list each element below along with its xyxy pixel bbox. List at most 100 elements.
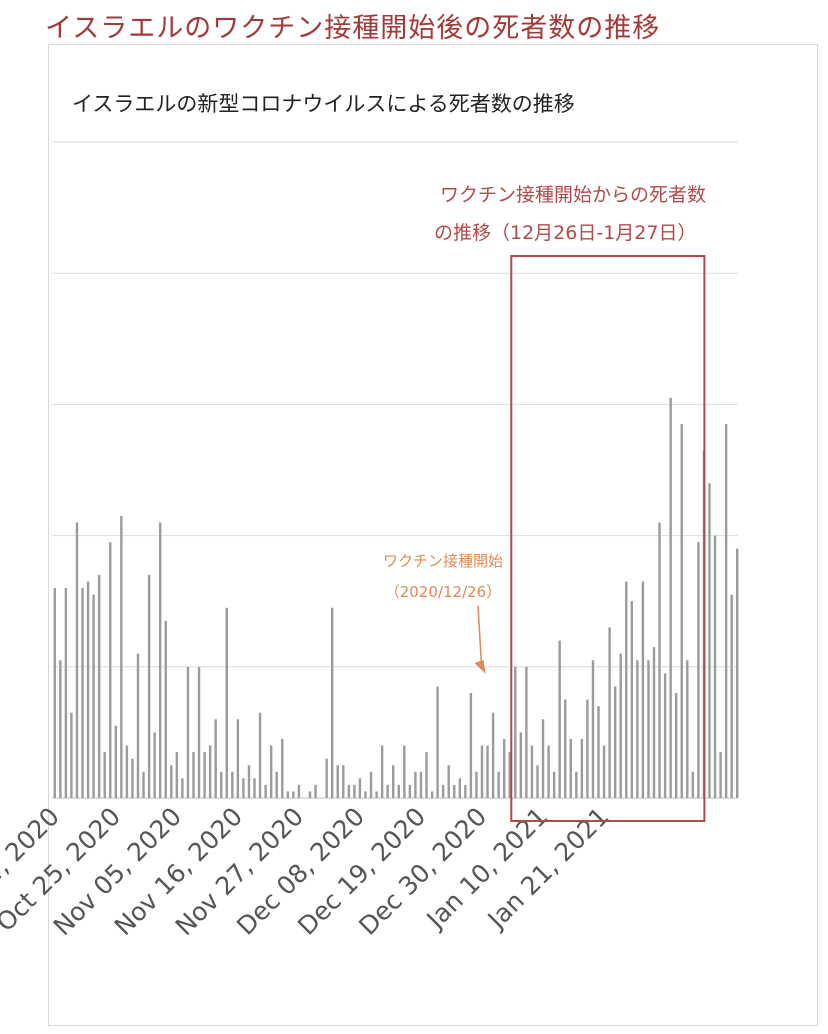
- bar: [125, 745, 129, 798]
- bar: [53, 588, 56, 798]
- bar: [364, 791, 367, 798]
- bar: [120, 515, 123, 798]
- bar: [464, 784, 467, 798]
- bar: [81, 588, 84, 798]
- bar: [131, 758, 134, 798]
- bar: [153, 732, 156, 798]
- bar: [608, 627, 611, 798]
- bar: [186, 666, 190, 798]
- bar: [458, 778, 462, 798]
- bar: [436, 686, 439, 798]
- bar: [264, 784, 267, 798]
- bar: [314, 784, 317, 798]
- bar: [275, 771, 278, 798]
- bar: [447, 765, 450, 798]
- bar: [497, 771, 500, 798]
- bar: [403, 745, 406, 798]
- bar: [430, 791, 434, 798]
- bar: [419, 771, 423, 798]
- bar: [697, 542, 700, 798]
- bar: [358, 778, 362, 798]
- annotation-label: （2020/12/26）: [385, 583, 501, 601]
- bar: [414, 771, 417, 798]
- bar: [164, 620, 167, 798]
- highlight-label: ワクチン接種開始からの死者数: [440, 184, 706, 206]
- bar: [508, 752, 511, 798]
- bar: [297, 784, 301, 798]
- bar: [242, 778, 245, 798]
- bar: [147, 574, 151, 798]
- bar: [292, 791, 295, 798]
- bar: [225, 607, 228, 798]
- bar: [181, 778, 184, 798]
- bar: [97, 574, 101, 798]
- bar: [408, 784, 412, 798]
- bar: [281, 738, 284, 798]
- bar: [75, 522, 79, 798]
- bar: [441, 784, 445, 798]
- bar: [469, 693, 473, 798]
- bar: [92, 594, 95, 798]
- bar: [70, 712, 73, 798]
- bar: [103, 752, 106, 798]
- highlight-box: [510, 255, 706, 822]
- bar: [369, 771, 373, 798]
- bar: [674, 693, 678, 798]
- bar: [247, 765, 251, 798]
- bar: [736, 548, 739, 798]
- bar: [392, 765, 395, 798]
- bar: [158, 522, 162, 798]
- bar: [397, 784, 400, 798]
- bar: [547, 745, 550, 798]
- bar: [686, 660, 689, 798]
- bar: [719, 752, 722, 798]
- bar: [658, 522, 661, 798]
- bar: [680, 424, 683, 798]
- bar: [691, 771, 695, 798]
- bar: [253, 778, 256, 798]
- bar: [619, 653, 622, 798]
- bar: [558, 640, 561, 798]
- bar: [142, 771, 145, 798]
- bar: [425, 752, 428, 798]
- bar: [59, 660, 62, 798]
- bar: [342, 765, 345, 798]
- bar: [541, 719, 545, 798]
- bar: [641, 581, 645, 798]
- bar: [475, 771, 478, 798]
- bar: [491, 712, 495, 798]
- bar: [208, 745, 212, 798]
- bar: [308, 791, 312, 798]
- bar: [269, 745, 273, 798]
- bar: [286, 791, 290, 798]
- bar: [636, 660, 639, 798]
- bar: [109, 542, 112, 798]
- chart-frame: [48, 44, 818, 1026]
- bar: [713, 535, 717, 798]
- bar: [192, 752, 195, 798]
- bar: [630, 601, 634, 798]
- bar: [86, 581, 90, 798]
- page-title: イスラエルのワクチン接種開始後の死者数の推移: [45, 13, 661, 44]
- bar: [514, 666, 517, 798]
- bar: [591, 660, 595, 798]
- bar: [486, 745, 489, 798]
- bar: [114, 725, 118, 798]
- highlight-label: の推移（12月26日-1月27日）: [434, 222, 696, 244]
- bar: [231, 771, 234, 798]
- bar: [730, 594, 733, 798]
- bar: [652, 647, 656, 798]
- bar: [569, 738, 572, 798]
- bar: [724, 424, 728, 798]
- bar: [325, 758, 328, 798]
- bar: [647, 660, 650, 798]
- bar: [564, 699, 567, 798]
- bar: [336, 765, 339, 798]
- arrow-head-icon: [474, 660, 486, 674]
- bar: [580, 738, 584, 798]
- bar: [330, 607, 334, 798]
- bar: [353, 784, 356, 798]
- bar: [203, 752, 206, 798]
- annotation-label: ワクチン接種開始: [383, 552, 503, 570]
